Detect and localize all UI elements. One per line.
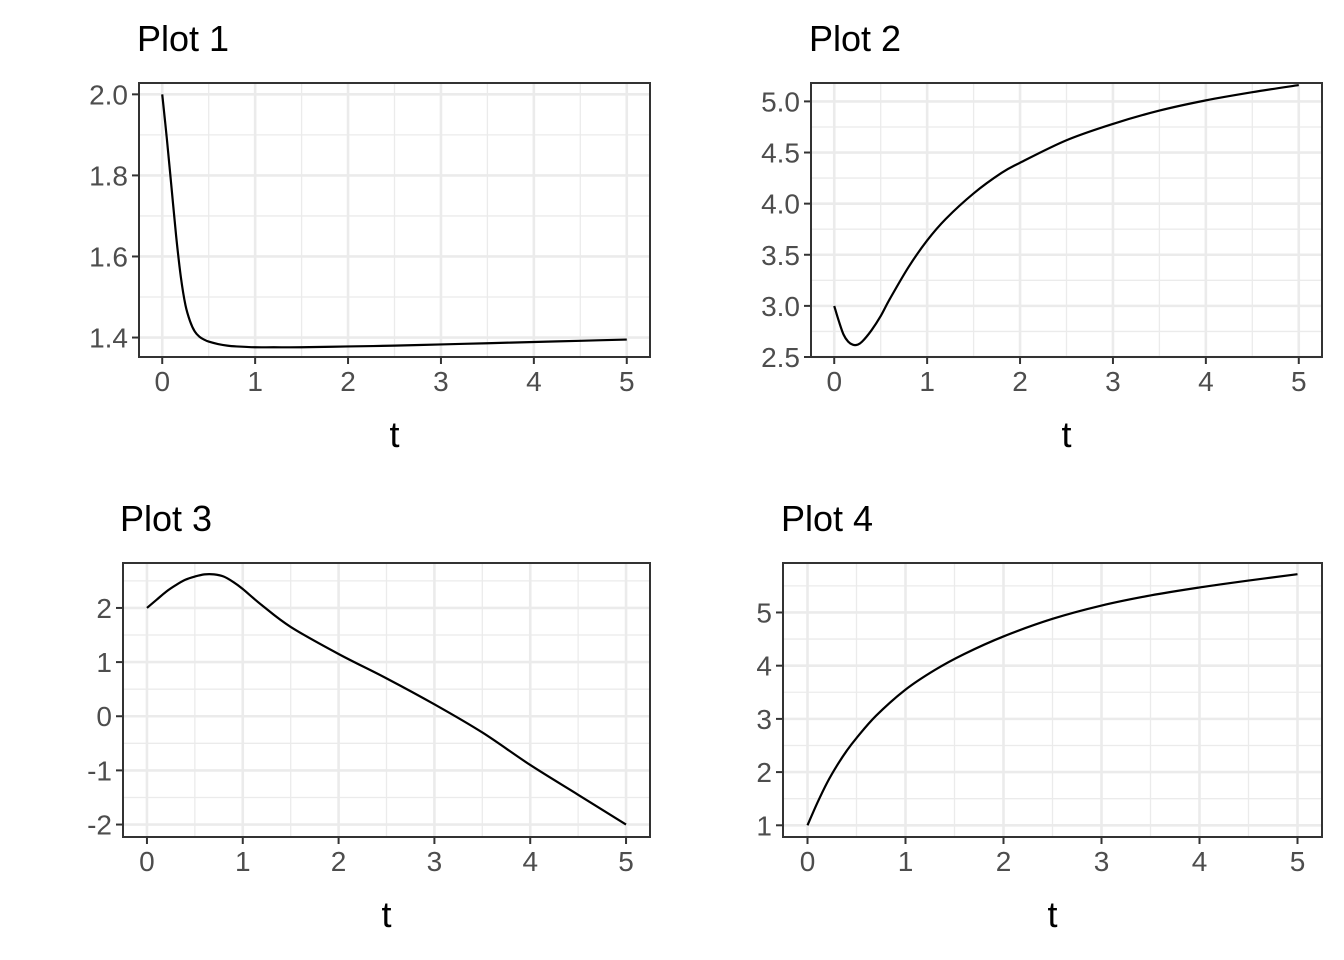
x-tick-label: 2 bbox=[996, 846, 1012, 877]
y-tick-label: 2.5 bbox=[761, 342, 800, 373]
x-axis-label: t bbox=[381, 894, 391, 935]
x-tick-label: 5 bbox=[1290, 846, 1306, 877]
x-axis-label: t bbox=[389, 414, 399, 455]
x-axis-label: t bbox=[1047, 894, 1057, 935]
plot-title: Plot 1 bbox=[137, 18, 229, 59]
y-tick-label: 1 bbox=[756, 810, 772, 841]
y-tick-label: 0 bbox=[96, 701, 112, 732]
x-tick-label: 1 bbox=[247, 366, 263, 397]
y-tick-label: 4.5 bbox=[761, 138, 800, 169]
plot-title: Plot 3 bbox=[120, 498, 212, 539]
x-tick-label: 0 bbox=[800, 846, 816, 877]
x-tick-label: 1 bbox=[898, 846, 914, 877]
x-tick-label: 5 bbox=[1291, 366, 1307, 397]
y-tick-label: -2 bbox=[87, 810, 112, 841]
x-tick-label: 2 bbox=[340, 366, 356, 397]
x-tick-label: 1 bbox=[919, 366, 935, 397]
x-tick-label: 1 bbox=[235, 846, 251, 877]
x-tick-label: 3 bbox=[427, 846, 443, 877]
y-tick-label: 1 bbox=[96, 647, 112, 678]
x-tick-label: 2 bbox=[331, 846, 347, 877]
y-tick-label: 1.4 bbox=[89, 323, 128, 354]
y-tick-label: 4.0 bbox=[761, 189, 800, 220]
y-tick-label: 4 bbox=[756, 651, 772, 682]
x-tick-label: 4 bbox=[522, 846, 538, 877]
y-tick-label: 2.0 bbox=[89, 79, 128, 110]
y-tick-label: 1.6 bbox=[89, 241, 128, 272]
y-tick-label: 3 bbox=[756, 704, 772, 735]
x-tick-label: 4 bbox=[1198, 366, 1214, 397]
y-tick-label: 2 bbox=[756, 757, 772, 788]
plot-title: Plot 2 bbox=[809, 18, 901, 59]
x-tick-label: 5 bbox=[619, 366, 635, 397]
y-tick-label: 3.0 bbox=[761, 291, 800, 322]
x-axis-label: t bbox=[1061, 414, 1071, 455]
y-tick-label: 3.5 bbox=[761, 240, 800, 271]
x-tick-label: 0 bbox=[826, 366, 842, 397]
y-tick-label: 5.0 bbox=[761, 86, 800, 117]
x-tick-label: 3 bbox=[1105, 366, 1121, 397]
x-tick-label: 0 bbox=[154, 366, 170, 397]
x-tick-label: 5 bbox=[618, 846, 634, 877]
x-tick-label: 4 bbox=[526, 366, 542, 397]
y-tick-label: 1.8 bbox=[89, 160, 128, 191]
x-tick-label: 4 bbox=[1192, 846, 1208, 877]
y-tick-label: 2 bbox=[96, 593, 112, 624]
y-tick-label: -1 bbox=[87, 755, 112, 786]
x-tick-label: 3 bbox=[433, 366, 449, 397]
plot-title: Plot 4 bbox=[781, 498, 873, 539]
x-tick-label: 3 bbox=[1094, 846, 1110, 877]
x-tick-label: 2 bbox=[1012, 366, 1028, 397]
x-tick-label: 0 bbox=[139, 846, 155, 877]
y-tick-label: 5 bbox=[756, 597, 772, 628]
